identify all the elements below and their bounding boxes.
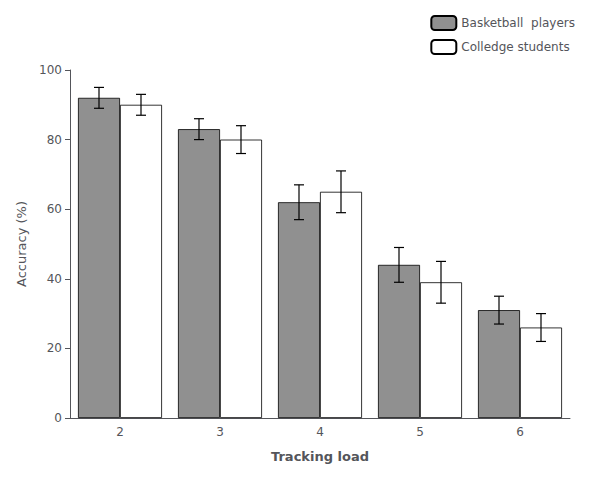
svg-text:Accuracy (%): Accuracy (%) <box>14 201 29 287</box>
svg-text:6: 6 <box>516 425 524 439</box>
svg-text:100: 100 <box>39 63 62 77</box>
svg-text:Basketball players: Basketball players <box>461 16 575 30</box>
svg-text:Colledge students: Colledge students <box>461 40 569 54</box>
svg-text:2: 2 <box>116 425 124 439</box>
svg-text:Tracking load: Tracking load <box>271 449 369 464</box>
svg-text:20: 20 <box>47 341 62 355</box>
svg-text:4: 4 <box>316 425 324 439</box>
svg-text:0: 0 <box>54 411 62 425</box>
svg-text:40: 40 <box>47 272 62 286</box>
svg-text:80: 80 <box>47 133 62 147</box>
svg-text:5: 5 <box>416 425 424 439</box>
svg-text:3: 3 <box>216 425 224 439</box>
svg-text:60: 60 <box>47 202 62 216</box>
